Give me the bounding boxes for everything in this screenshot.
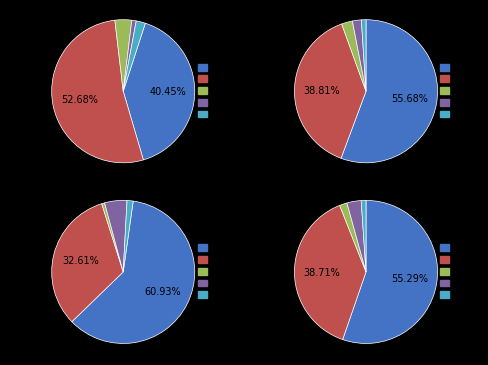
Wedge shape [361,200,366,272]
Wedge shape [115,20,132,91]
Title: Banning: Banning [91,167,155,181]
Wedge shape [52,20,143,163]
Title: Combined: Combined [327,167,405,181]
Text: 1.03%: 1.03% [348,0,377,14]
Wedge shape [362,20,366,91]
Wedge shape [341,20,438,163]
Text: 52.68%: 52.68% [61,95,98,105]
Text: 1.71%: 1.71% [319,169,347,198]
Wedge shape [340,203,366,272]
Text: 2.48%: 2.48% [324,0,353,16]
Wedge shape [343,200,438,343]
Text: 32.61%: 32.61% [62,256,99,266]
Wedge shape [123,23,195,160]
Text: 1.38%: 1.38% [119,164,147,195]
Text: 1.07%: 1.07% [348,164,377,194]
Title: Hesperia: Hesperia [331,0,401,1]
Legend: Class 2, Class 3, Class 5-7, Class 8-10, Other: Class 2, Class 3, Class 5-7, Class 8-10,… [196,62,263,121]
Text: 55.68%: 55.68% [391,94,428,104]
Wedge shape [342,21,366,91]
Text: 38.81%: 38.81% [304,86,340,96]
Wedge shape [123,20,136,91]
Text: 0.99%: 0.99% [124,0,153,14]
Wedge shape [347,200,366,272]
Wedge shape [102,203,123,272]
Wedge shape [294,205,366,339]
Legend: Class 2, Class 3, Class 5-7, Class 8-10, Other: Class 2, Class 3, Class 5-7, Class 8-10,… [196,242,263,301]
Text: 60.93%: 60.93% [144,287,181,297]
Text: 3.22%: 3.22% [334,165,363,195]
Text: 0.67%: 0.67% [80,168,108,197]
Wedge shape [123,200,133,272]
Wedge shape [352,20,366,91]
Text: 2.01%: 2.01% [339,0,367,14]
Text: 3.78%: 3.78% [109,0,138,14]
Text: 5.08%: 5.08% [98,164,127,195]
Text: 55.29%: 55.29% [391,274,428,284]
Title: North Los Angeles: North Los Angeles [51,0,195,1]
Text: 40.45%: 40.45% [149,87,186,97]
Wedge shape [52,204,123,322]
Wedge shape [104,200,127,272]
Text: 38.71%: 38.71% [303,268,340,278]
Wedge shape [294,24,366,158]
Text: 2.09%: 2.09% [134,0,163,16]
Legend: Class 2, Class 3, Class 5-7, Class 8-10, Other: Class 2, Class 3, Class 5-7, Class 8-10,… [439,242,488,301]
Wedge shape [123,21,145,91]
Wedge shape [72,201,195,343]
Legend: Class 2, Class 3, Class 5-7, Class 8-10, Other: Class 2, Class 3, Class 5-7, Class 8-10,… [439,62,488,121]
